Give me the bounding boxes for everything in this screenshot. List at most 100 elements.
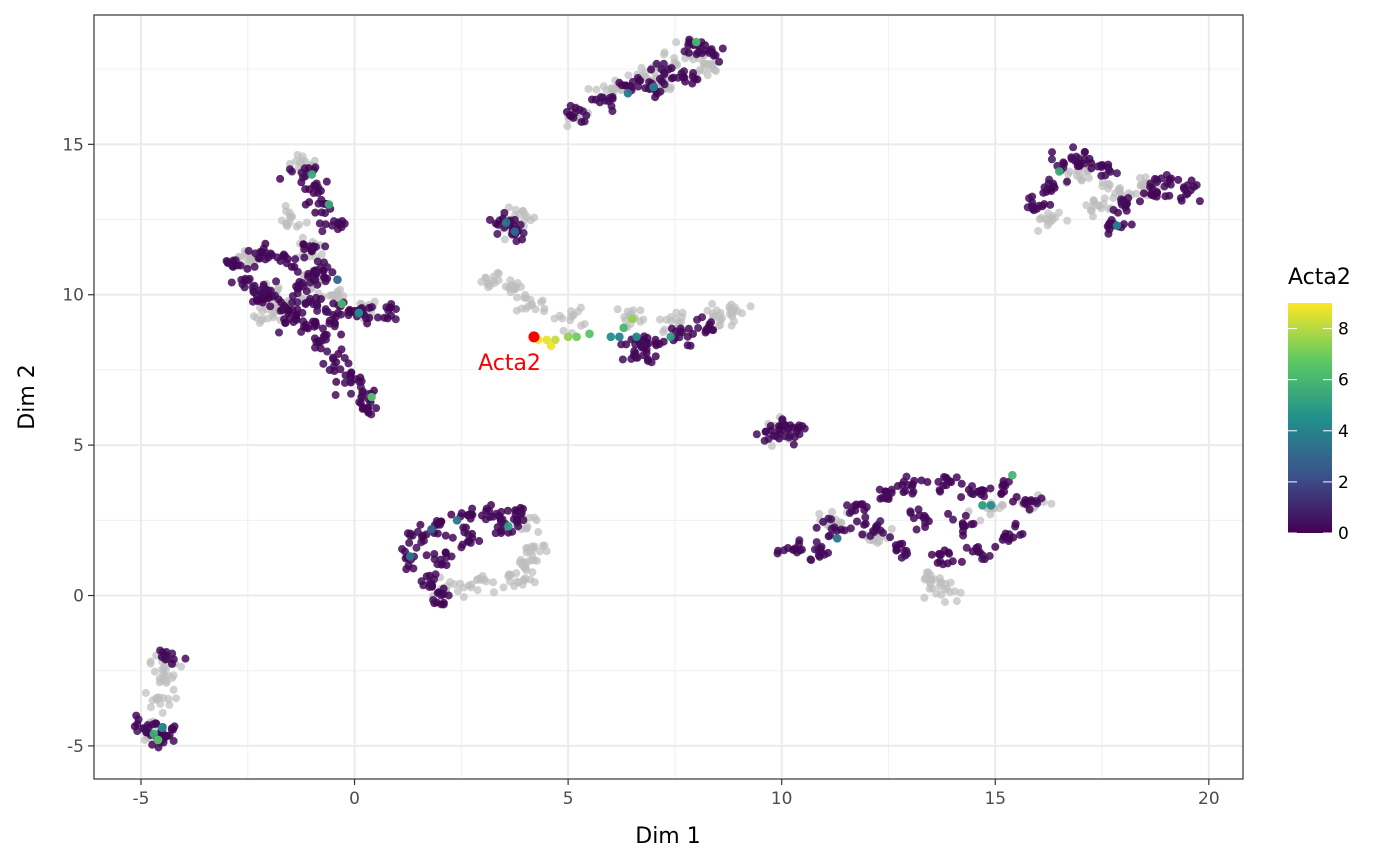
- point-low: [1101, 171, 1110, 180]
- point-grey: [516, 555, 525, 564]
- point-low: [386, 303, 395, 312]
- point-low: [1059, 158, 1068, 167]
- point-grey: [559, 326, 568, 335]
- point-low: [686, 341, 695, 350]
- point-low: [319, 359, 328, 368]
- point-low: [425, 579, 434, 588]
- point-low: [899, 488, 908, 497]
- point-grey: [283, 222, 292, 231]
- point-low: [398, 545, 407, 554]
- point-low: [300, 245, 309, 254]
- point-low: [639, 351, 648, 360]
- point-high: [337, 299, 347, 309]
- point-low: [441, 531, 450, 540]
- panel-border: [93, 14, 1244, 780]
- point-low: [1183, 189, 1192, 198]
- x-tick-label: -5: [133, 789, 150, 809]
- point-low: [416, 520, 425, 529]
- point-low: [237, 275, 246, 284]
- point-grey: [520, 563, 529, 572]
- point-grey: [535, 547, 544, 556]
- point-low: [330, 367, 339, 376]
- point-grey: [665, 85, 674, 94]
- point-low: [310, 319, 319, 328]
- annotation-label: Acta2: [478, 351, 541, 376]
- point-low: [659, 337, 668, 346]
- point-low: [944, 509, 953, 518]
- point-grey: [920, 593, 929, 602]
- point-low: [622, 340, 631, 349]
- point-grey: [836, 518, 845, 527]
- point-high: [585, 329, 594, 339]
- legend-label: 6: [1338, 371, 1349, 391]
- point-low: [1028, 192, 1037, 201]
- point-low: [1165, 175, 1174, 184]
- point-grey: [624, 71, 633, 80]
- point-low: [656, 87, 665, 96]
- point-grey: [162, 678, 171, 687]
- point-grey: [146, 659, 155, 668]
- point-low: [773, 549, 782, 558]
- point-high: [333, 275, 342, 284]
- point-low: [806, 555, 815, 564]
- point-low: [272, 277, 281, 286]
- point-low: [318, 227, 327, 236]
- point-low: [372, 404, 381, 413]
- point-grey: [512, 306, 521, 315]
- point-high: [619, 323, 628, 333]
- point-low: [363, 319, 372, 328]
- point-low: [258, 249, 267, 258]
- point-grey: [494, 269, 503, 278]
- y-tick-label: 10: [62, 286, 84, 306]
- point-low: [340, 353, 349, 362]
- point-grey: [155, 674, 164, 683]
- point-low: [1044, 179, 1053, 188]
- point-low: [373, 313, 382, 322]
- point-high: [324, 200, 334, 209]
- point-low: [1025, 505, 1034, 514]
- point-low: [684, 41, 693, 50]
- point-low: [694, 323, 703, 332]
- point-low: [275, 328, 284, 337]
- point-low: [430, 555, 439, 564]
- point-low: [261, 239, 270, 248]
- point-low: [909, 514, 918, 523]
- point-grey: [1082, 201, 1091, 210]
- axes: -5 0 5 10 15 20 -5 0 5 10 15: [62, 135, 1219, 809]
- point-low: [284, 309, 293, 318]
- point-low: [181, 654, 190, 663]
- point-low: [1127, 220, 1136, 229]
- point-low: [133, 720, 142, 729]
- point-low: [718, 44, 727, 53]
- point-low: [778, 415, 787, 424]
- point-grey: [500, 235, 509, 244]
- point-grey: [242, 254, 251, 263]
- point-grey: [263, 314, 272, 323]
- point-grey: [513, 293, 522, 302]
- point-low: [273, 253, 282, 262]
- point-grey: [950, 587, 959, 596]
- point-low: [1149, 191, 1158, 200]
- point-low: [332, 377, 341, 386]
- point-low: [422, 551, 431, 560]
- x-tick-label: 0: [349, 789, 360, 809]
- point-low: [876, 517, 885, 526]
- point-low: [313, 257, 322, 266]
- point-low: [311, 181, 320, 190]
- point-low: [482, 504, 491, 513]
- point-low: [477, 511, 486, 520]
- point-low: [280, 315, 289, 324]
- point-low: [923, 478, 932, 487]
- point-low: [824, 548, 833, 557]
- point-grey: [526, 216, 535, 225]
- point-grey: [715, 315, 724, 324]
- point-grey: [708, 299, 717, 308]
- point-low: [518, 235, 527, 244]
- point-low: [485, 215, 494, 224]
- point-low: [659, 59, 668, 68]
- point-low: [167, 659, 176, 668]
- point-low: [412, 543, 421, 552]
- point-grey: [146, 703, 155, 712]
- point-grey: [873, 538, 882, 547]
